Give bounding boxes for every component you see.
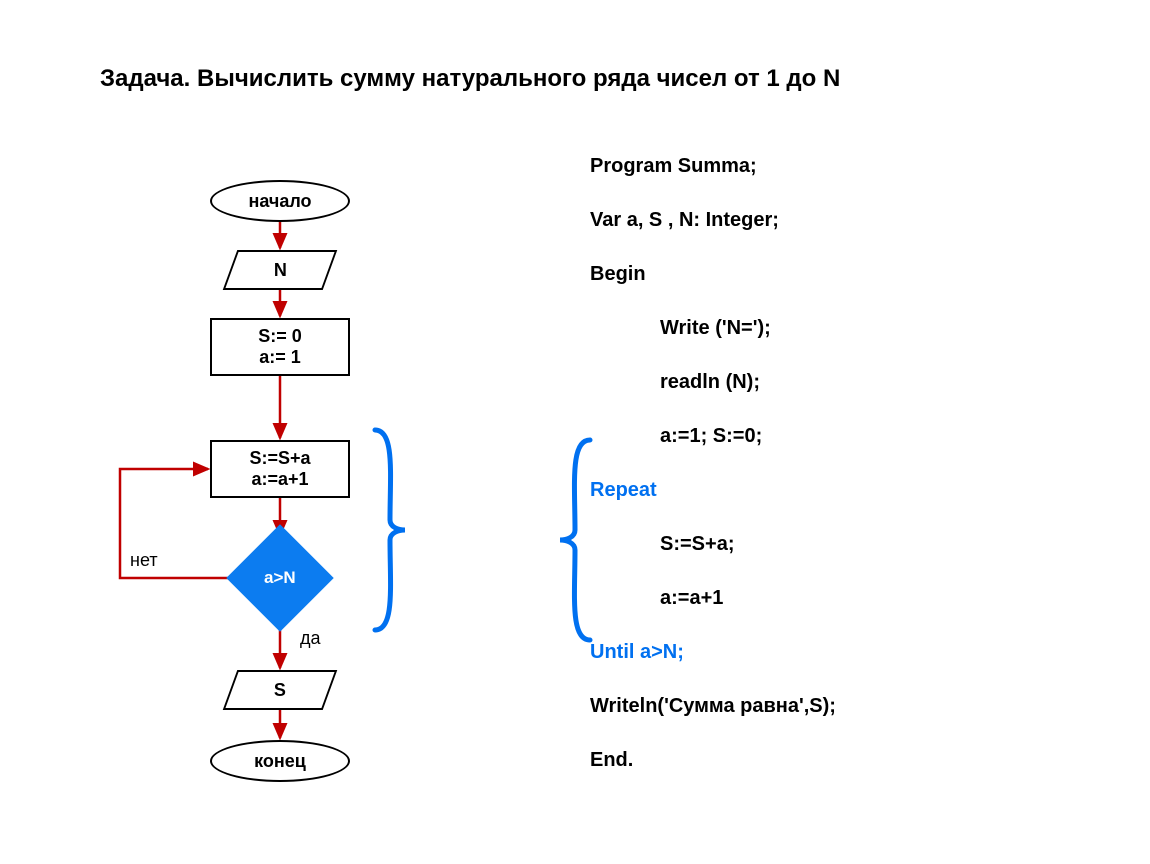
code-l9: a:=a+1 xyxy=(590,582,1070,614)
flow-condition-label: a>N xyxy=(264,568,296,588)
flow-init: S:= 0 a:= 1 xyxy=(210,318,350,376)
flow-condition: a>N xyxy=(226,524,333,631)
code-l4: Write ('N='); xyxy=(590,312,1070,344)
code-l12: End. xyxy=(590,744,1070,776)
code-l11: Writeln('Сумма равна',S); xyxy=(590,690,1070,722)
flow-start: начало xyxy=(210,180,350,222)
code-l6: a:=1; S:=0; xyxy=(590,420,1070,452)
code-listing: Program Summa; Var a, S , N: Integer; Be… xyxy=(590,150,1070,798)
code-l8: S:=S+a; xyxy=(590,528,1070,560)
flowchart: начало N S:= 0 a:= 1 S:=S+a a:=a+1 a>N S… xyxy=(90,170,410,830)
flow-output-s-label: S xyxy=(274,680,286,701)
page-title: Задача. Вычислить сумму натурального ряд… xyxy=(100,65,840,93)
flow-input-n-label: N xyxy=(274,260,287,281)
flow-end-label: конец xyxy=(254,751,306,772)
code-l5: readln (N); xyxy=(590,366,1070,398)
code-l7: Repeat xyxy=(590,474,1070,506)
flow-body-line2: a:=a+1 xyxy=(251,469,308,490)
flow-output-s: S xyxy=(223,670,338,710)
flow-label-no: нет xyxy=(130,550,158,571)
flow-end: конец xyxy=(210,740,350,782)
flow-init-line2: a:= 1 xyxy=(259,347,301,368)
flow-input-n: N xyxy=(223,250,338,290)
code-l2: Var a, S , N: Integer; xyxy=(590,204,1070,236)
flow-start-label: начало xyxy=(248,191,311,212)
code-l3: Begin xyxy=(590,258,1070,290)
code-l1: Program Summa; xyxy=(590,150,1070,182)
code-l10: Until a>N; xyxy=(590,636,1070,668)
flow-init-line1: S:= 0 xyxy=(258,326,302,347)
flow-body: S:=S+a a:=a+1 xyxy=(210,440,350,498)
flow-label-yes: да xyxy=(300,628,321,649)
flow-body-line1: S:=S+a xyxy=(249,448,310,469)
code-brace-icon xyxy=(545,435,595,645)
flow-brace-icon xyxy=(370,425,420,635)
